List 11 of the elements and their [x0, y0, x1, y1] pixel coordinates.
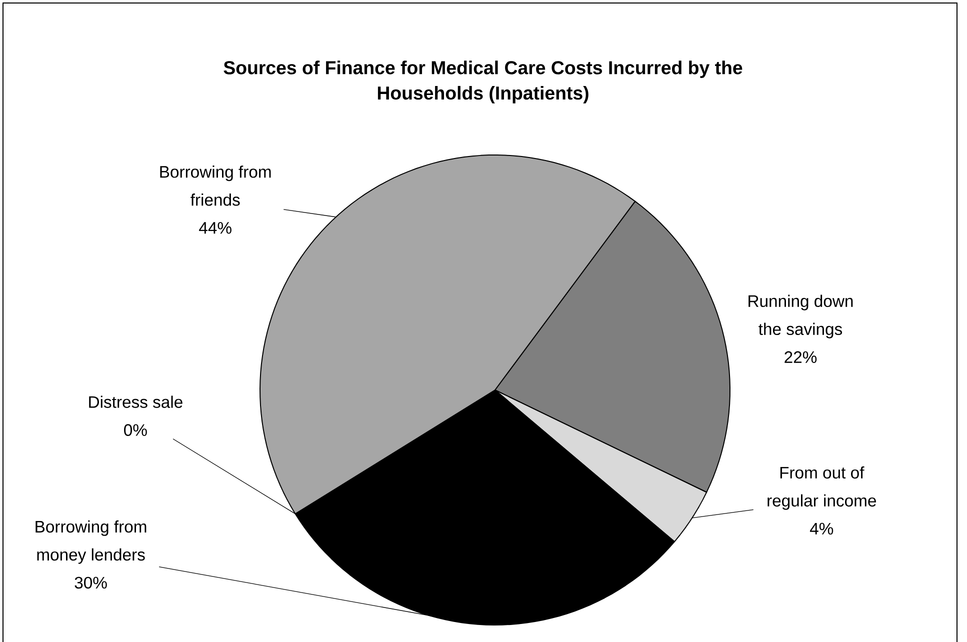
data-label: 4% — [810, 522, 834, 535]
slice-label: Borrowing from friends — [160, 166, 271, 206]
chart-title: Sources of Finance for Medical Care Costs Incurred by the Households (Inpatients) — [224, 60, 742, 104]
slice-label: From out of regular income — [768, 466, 876, 510]
slice-label: Running down the savings — [748, 294, 853, 338]
slice-label: Borrowing from money lenders — [36, 520, 146, 564]
category-label: Distress sale — [89, 396, 182, 408]
data-label: 44% — [199, 222, 232, 234]
data-label: 30% — [74, 576, 107, 589]
data-label: 22% — [784, 351, 817, 363]
text: 0% — [124, 424, 147, 436]
